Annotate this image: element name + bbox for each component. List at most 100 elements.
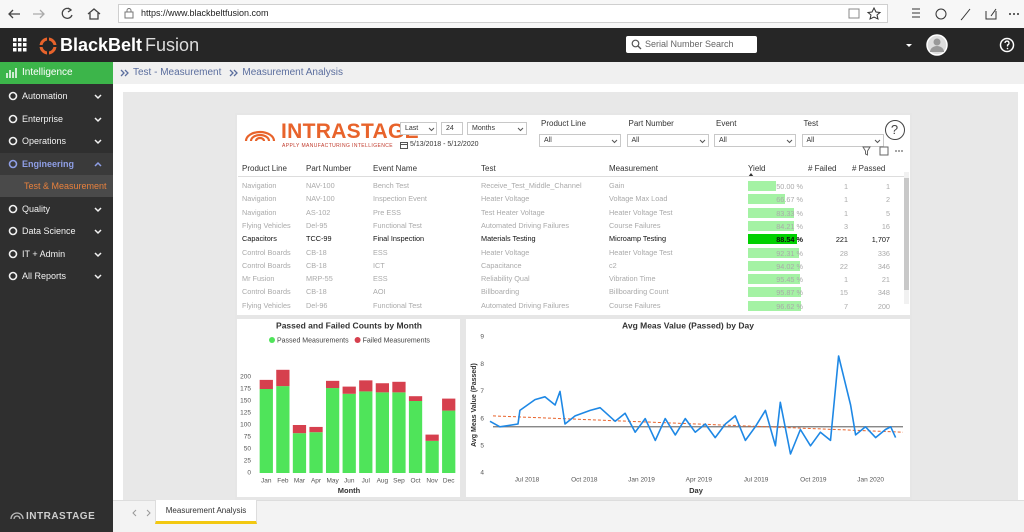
- table-cell: 15: [839, 288, 848, 298]
- lock-icon: [124, 8, 134, 19]
- table-cell: Automated Driving Failures: [481, 220, 570, 230]
- column-header[interactable]: Part Number: [306, 164, 352, 173]
- period-label[interactable]: Last: [400, 122, 437, 135]
- column-header[interactable]: Event Name: [373, 164, 418, 173]
- column-header[interactable]: Measurement: [609, 164, 658, 173]
- pen-icon[interactable]: [960, 8, 971, 21]
- table-cell: 1: [885, 182, 890, 191]
- yield-bar: [748, 220, 795, 231]
- table-cell: Receive_Test_Middle_Channel: [481, 181, 582, 190]
- sidebar-item[interactable]: IT + Admin: [0, 243, 113, 265]
- back-button[interactable]: [8, 9, 20, 19]
- more-icon[interactable]: [1009, 13, 1019, 15]
- sidebar-item[interactable]: Automation: [0, 85, 113, 107]
- table-cell: Course Failures: [609, 300, 661, 310]
- table-cell: NAV-100: [306, 194, 335, 204]
- table-cell: 96.62 %: [776, 301, 803, 311]
- sidebar-item[interactable]: All Reports: [0, 265, 113, 287]
- share-icon[interactable]: [985, 8, 997, 20]
- tab-scroll[interactable]: [128, 506, 154, 520]
- table-cell: 95.87 %: [776, 288, 803, 298]
- yield-bar: [748, 207, 794, 218]
- table-cell: Heater Voltage Test: [609, 207, 673, 217]
- dropdown-value: All: [806, 137, 815, 144]
- sidebar-subitem[interactable]: Test & Measurement: [0, 175, 113, 197]
- table-cell: ESS: [373, 274, 388, 284]
- report-logo-mark: [244, 130, 276, 142]
- intelligence-icon: [6, 68, 17, 78]
- report-help[interactable]: ?: [885, 120, 905, 140]
- sidebar-item[interactable]: Enterprise: [0, 108, 113, 130]
- dropdown-value: All: [631, 137, 640, 144]
- sidebar-item[interactable]: Operations: [0, 130, 113, 152]
- table-cell: Voltage Max Load: [609, 194, 668, 204]
- filter-dropdown[interactable]: All: [539, 134, 621, 147]
- report-tab[interactable]: Measurement Analysis: [155, 500, 257, 524]
- header-help[interactable]: [999, 37, 1015, 53]
- table-cell: 88.54 %: [776, 235, 803, 245]
- table-cell: Billboarding: [481, 287, 520, 297]
- table-cell: CB-18: [306, 247, 327, 257]
- column-header[interactable]: Yield: [748, 164, 766, 173]
- table-cell: Control Boards: [242, 247, 291, 257]
- dropdown-value: All: [719, 137, 727, 144]
- search-placeholder: Serial Number Search: [645, 39, 734, 49]
- apps-grid-icon[interactable]: [13, 38, 27, 52]
- sidebar-top[interactable]: Intelligence: [0, 62, 113, 84]
- period-unit[interactable]: Months: [467, 122, 527, 135]
- column-header[interactable]: Product Line: [242, 164, 287, 173]
- table-cell: 336: [877, 248, 890, 258]
- filter-dropdown[interactable]: All: [714, 134, 796, 147]
- user-menu-caret[interactable]: [906, 44, 912, 47]
- column-header[interactable]: Test: [481, 164, 496, 173]
- calendar-icon: [400, 142, 408, 149]
- avatar[interactable]: [926, 34, 948, 56]
- dropdown-value: Last: [405, 125, 419, 132]
- dropdown-chevron: [428, 127, 435, 132]
- table-scroll-thumb: [904, 178, 909, 290]
- refresh-button[interactable]: [61, 7, 73, 19]
- address-bar[interactable]: https://www.blackbeltfusion.com: [118, 4, 888, 23]
- reading-view-icon[interactable]: [848, 8, 860, 19]
- report-tagline: APPLY MANUFACTURING INTELLIGENCE: [282, 143, 393, 149]
- history-icon[interactable]: [935, 8, 947, 20]
- table-cell: 21: [881, 275, 890, 285]
- table-cell: 94.02 %: [776, 261, 803, 271]
- favorites-icon[interactable]: [912, 8, 920, 18]
- table-cell: Bench Test: [373, 181, 409, 190]
- table-cell: 1: [843, 275, 848, 285]
- table-cell: 95.45 %: [776, 275, 803, 285]
- dropdown-chevron: [517, 127, 524, 132]
- home-button[interactable]: [87, 8, 101, 20]
- period-range: 5/13/2018 - 5/12/2020: [410, 141, 479, 148]
- breadcrumb-item[interactable]: Measurement Analysis: [242, 67, 343, 78]
- column-header[interactable]: # Passed: [852, 164, 886, 173]
- sidebar-item-label: Engineering: [22, 158, 75, 169]
- filter-dropdown[interactable]: All: [626, 134, 709, 147]
- sidebar-item[interactable]: Quality: [0, 198, 113, 220]
- table-cell: 1: [843, 182, 848, 191]
- table-cell: Test Heater Voltage: [481, 207, 545, 217]
- serial-search[interactable]: Serial Number Search: [626, 36, 757, 53]
- period-count[interactable]: 24: [441, 122, 463, 135]
- table-cell: 50.00 %: [776, 182, 803, 191]
- table-cell: TCC-99: [306, 234, 332, 244]
- yield-bar: [748, 194, 785, 205]
- table-cell: Navigation: [242, 207, 277, 217]
- browser-tool-icons: [848, 6, 1019, 21]
- table-cell: 83.33 %: [776, 208, 803, 218]
- table-cell: Microamp Testing: [609, 234, 667, 244]
- breadcrumb-item[interactable]: Test - Measurement: [133, 67, 222, 78]
- sidebar-footer-mark: [10, 512, 24, 520]
- filter-dropdown[interactable]: All: [801, 134, 884, 147]
- favorite-icon[interactable]: [866, 6, 882, 20]
- column-header[interactable]: # Failed: [808, 164, 837, 173]
- sidebar-item[interactable]: Data Science: [0, 220, 113, 242]
- forward-button[interactable]: [33, 9, 45, 19]
- table-cell: Billboarding Count: [609, 287, 669, 297]
- table-cell: 221: [835, 235, 848, 245]
- sidebar-item[interactable]: Engineering: [0, 152, 113, 175]
- sidebar-top-label: Intelligence: [22, 67, 73, 78]
- yield-bar: [748, 247, 799, 258]
